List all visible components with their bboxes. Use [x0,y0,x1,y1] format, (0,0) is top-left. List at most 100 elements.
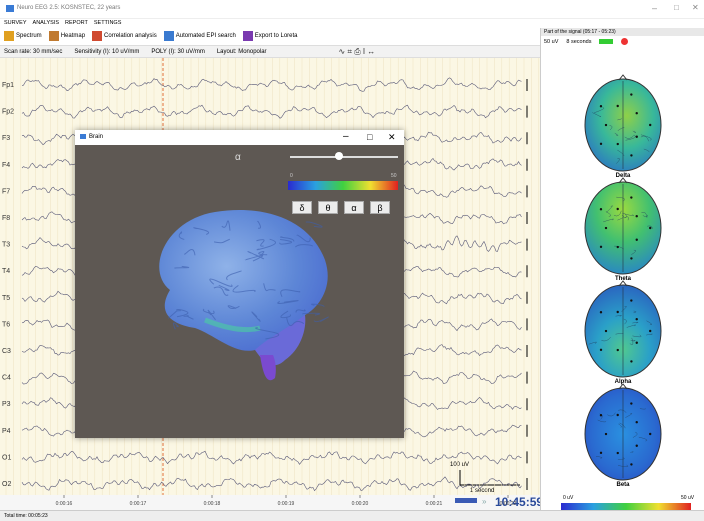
time-label: 0:00:20 [352,501,369,507]
electrode [630,299,633,302]
sulcus [632,334,642,338]
side-duration[interactable]: 8 seconds [566,38,592,45]
gyrus [295,309,306,313]
sulcus [617,118,622,121]
channel-label: Fp1 [2,82,14,89]
side-sensitivity[interactable]: 50 uV [544,38,559,45]
menu-item[interactable]: REPORT [65,20,88,26]
topomaps: 0 uV 50 uV Delta Theta Alpha Beta [561,74,695,510]
toolbar-button[interactable]: Correlation analysis [92,31,157,41]
time-label: 0:00:19 [278,501,295,507]
electrode [635,135,638,138]
tool-icons[interactable]: ∿ ⌗ ⎙ I ↔ [338,46,376,56]
side-colorbar-min: 0 uV [563,495,574,501]
channel-label: P4 [2,428,11,435]
nose [618,383,628,390]
electrode [599,105,603,108]
toolbar-button[interactable]: Automated EPI search [163,31,236,41]
eeg-trace [21,77,522,92]
band-button[interactable]: θ [318,201,338,214]
electrode [630,463,633,466]
toolbar-button[interactable]: Heatmap [48,31,85,41]
toolbar-label: Correlation analysis [104,33,157,39]
band-button[interactable]: α [344,201,364,214]
sulcus [588,341,597,345]
brain-title: Brain [89,134,104,140]
electrode [604,123,608,127]
band-button[interactable]: β [370,201,390,214]
band-button[interactable]: δ [292,201,312,214]
sulcus [618,409,627,413]
clock: 10:45:59 [495,495,540,509]
poly[interactable]: POLY (I): 30 uV/mm [151,48,205,55]
electrode [635,341,638,344]
sulcus [616,158,620,164]
menu-item[interactable]: SURVEY [4,20,27,26]
time-axis [0,495,540,510]
sulcus [624,216,629,221]
sulcus [614,132,619,136]
electrode [599,208,603,211]
electrode [616,245,619,249]
maximize[interactable]: □ [674,3,679,12]
map-label: Beta [616,482,630,488]
color-chip[interactable] [599,39,614,44]
time-label: 0:00:18 [204,501,221,507]
sulcus [599,413,603,420]
gyrus [279,238,293,245]
gyrus [305,221,323,228]
nose [618,280,628,287]
gyrus [207,309,216,321]
toolbar-button[interactable]: Export to Loreta [242,31,298,41]
sulcus [615,315,622,317]
electrode [604,329,608,333]
slider-thumb[interactable] [335,152,343,160]
gyrus [183,315,194,320]
sulcus [614,245,624,250]
toolbar-label: Spectrum [16,33,42,39]
channel-label: P3 [2,401,11,408]
status-text: Total time: 00:05:23 [4,513,48,519]
channel-label: F3 [2,135,10,142]
sulcus [640,134,652,141]
electrode [635,420,638,424]
sulcus [617,215,624,221]
scale-time: 1 second [470,488,494,494]
nose [618,177,628,184]
gyrus [232,285,256,293]
menu-bar: SURVEY ANALYSIS REPORT SETTINGS [4,20,121,26]
minimize[interactable]: – [652,3,658,13]
gyri [167,220,329,340]
gyrus [258,250,268,256]
scan-rate[interactable]: Scan rate: 30 mm/sec [4,48,63,55]
electrode [616,413,619,417]
sulcus [607,412,616,417]
gyrus [280,310,291,319]
toolbar-button[interactable]: Spectrum [4,31,42,41]
menu-item[interactable]: ANALYSIS [32,20,60,26]
brainstem [260,355,276,381]
brain-maximize[interactable]: □ [367,132,373,142]
play[interactable]: » [482,497,487,506]
gyrus [213,238,230,244]
sulcus [625,413,633,418]
brain-close[interactable]: ✕ [388,132,396,142]
electrode [616,104,619,108]
menu-item[interactable]: SETTINGS [93,20,122,26]
sensitivity[interactable]: Sensitivity (I): 10 uV/mm [74,48,140,55]
eeg-trace [21,450,522,465]
close[interactable]: ✕ [692,3,699,12]
gyrus [244,254,264,262]
electrode [599,311,603,314]
stop-button[interactable] [621,38,629,45]
app-icon [6,5,14,12]
sulcus [615,333,624,335]
brain-minimize[interactable]: – [343,131,349,142]
layout[interactable]: Layout: Monopolar [216,48,267,55]
gyrus [218,284,230,292]
sulcus [601,336,611,342]
brain-colorbar [288,181,398,190]
time-label: 0:00:22 [500,501,517,507]
scroll-thumb[interactable] [455,498,477,503]
